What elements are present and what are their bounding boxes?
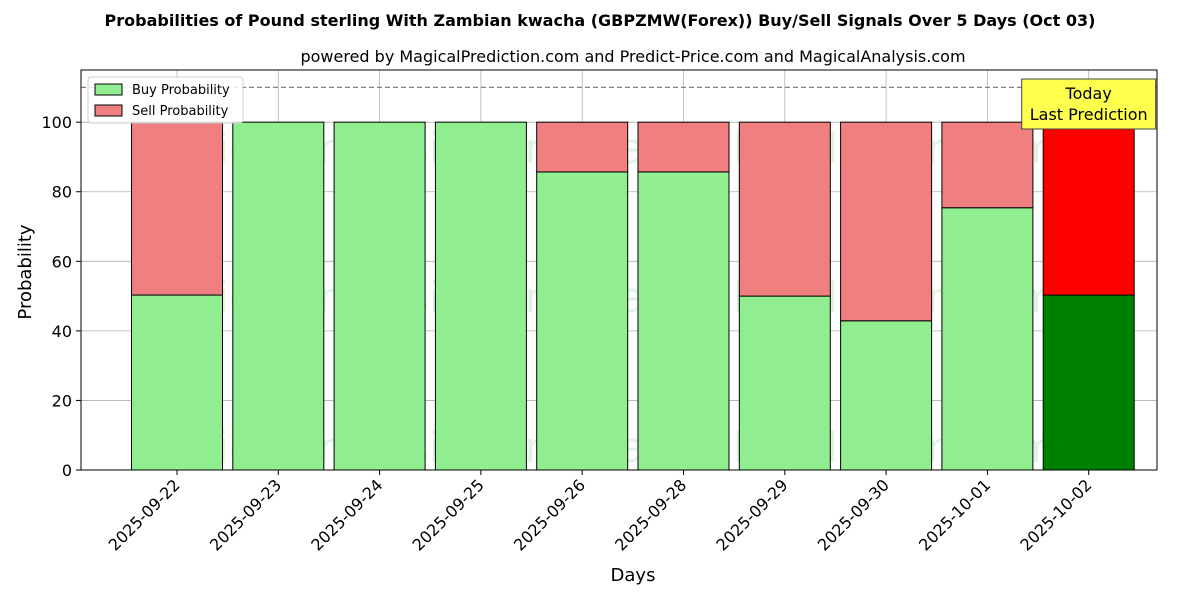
y-tick-label: 20 [52,391,72,410]
x-tick-label: 2025-09-29 [712,475,791,554]
legend-swatch [94,83,123,96]
buy-bar [738,295,831,471]
sell-bar [738,121,831,297]
sell-bar [637,121,730,173]
sell-bar [840,121,933,322]
x-tick-label: 2025-10-01 [915,475,994,554]
annotation-box [1021,78,1157,130]
x-tick-label: 2025-09-28 [611,475,690,554]
legend-box [87,76,244,124]
y-tick-label: 100 [41,113,72,132]
buy-bar [637,171,730,471]
sell-bar [941,121,1034,209]
y-axis: 0 20 40 60 80 100 [41,113,81,480]
plot-frame [80,69,1158,471]
buy-bar [333,121,426,471]
x-tick-label: 2025-09-26 [510,475,589,554]
x-tick-label: 2025-09-30 [814,475,893,554]
buy-bar [131,294,223,471]
x-tick-label: 2025-09-23 [206,475,285,554]
chart-title: Probabilities of Pound sterling With Zam… [105,11,1096,30]
sell-bar [536,121,629,173]
y-tick-label: 80 [52,183,72,202]
buy-bar [232,121,325,471]
sell-bar [1042,121,1135,296]
x-tick-label: 2025-09-24 [307,475,386,554]
annotation-line1: Today [1065,84,1112,103]
x-tick-label: 2025-09-25 [409,475,488,554]
buy-bar [941,207,1034,471]
legend-label: Buy Probability [132,83,230,98]
buy-bar [536,171,629,471]
buy-bar [1042,294,1135,471]
sell-bar [131,121,223,296]
y-tick-label: 0 [62,461,72,480]
legend: Buy Probability Sell Probability [87,76,244,124]
annotation: Today Last Prediction [1021,78,1157,130]
y-tick-label: 40 [52,322,72,341]
y-tick-label: 60 [52,252,72,271]
buy-bar [840,320,933,471]
buy-bar [434,121,527,471]
y-axis-label: Probability [15,224,36,319]
bars-layer [131,121,1135,471]
legend-swatch [94,104,123,117]
x-axis: 2025-09-22 2025-09-23 2025-09-24 2025-09-25… [105,470,1096,555]
x-tick-label: 2025-09-22 [105,475,184,554]
annotation-line2: Last Prediction [1030,105,1148,124]
x-tick-label: 2025-10-02 [1016,475,1095,554]
chart-subtitle: powered by MagicalPrediction.com and Pre… [300,47,965,66]
legend-label: Sell Probability [132,104,229,119]
x-axis-label: Days [611,565,656,586]
